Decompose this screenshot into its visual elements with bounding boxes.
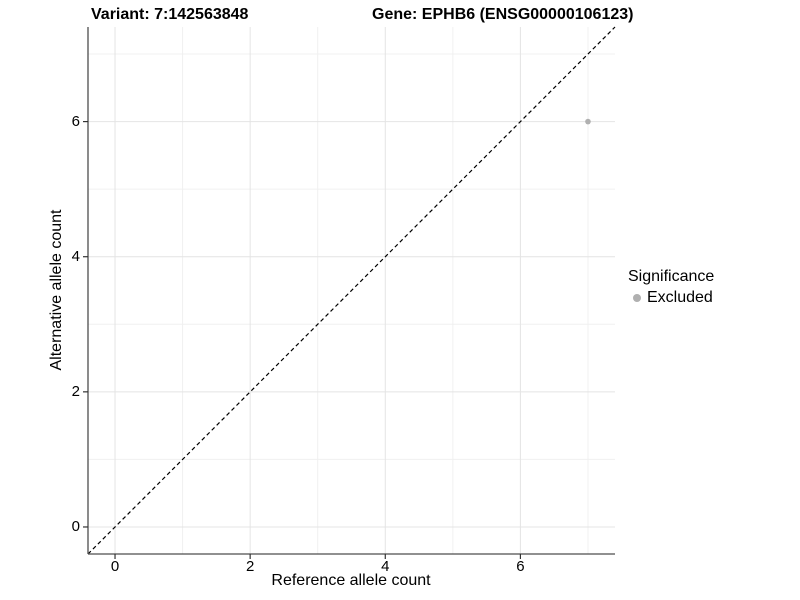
x-tick-label: 4 xyxy=(381,558,390,575)
legend-item-label: Excluded xyxy=(647,289,713,306)
y-tick-label: 0 xyxy=(71,517,80,535)
legend: Significance Excluded xyxy=(628,268,714,307)
y-tick-label: 6 xyxy=(71,112,80,130)
legend-key-box xyxy=(628,289,646,307)
plot-title-gene: Gene: EPHB6 (ENSG00000106123) xyxy=(372,6,634,23)
y-axis-title: Alternative allele count xyxy=(48,209,65,371)
x-tick-label: 0 xyxy=(110,558,120,575)
y-tick-label: 4 xyxy=(71,247,80,265)
x-tick-label: 6 xyxy=(516,558,525,575)
legend-point-icon xyxy=(633,294,641,302)
legend-item-excluded: Excluded xyxy=(628,289,714,307)
data-point xyxy=(585,118,591,125)
x-axis-title: Reference allele count xyxy=(271,572,431,589)
plot-title-variant: Variant: 7:142563848 xyxy=(91,6,249,23)
y-tick-label: 2 xyxy=(71,382,80,400)
x-tick-label: 2 xyxy=(245,558,255,575)
legend-title: Significance xyxy=(628,268,715,285)
